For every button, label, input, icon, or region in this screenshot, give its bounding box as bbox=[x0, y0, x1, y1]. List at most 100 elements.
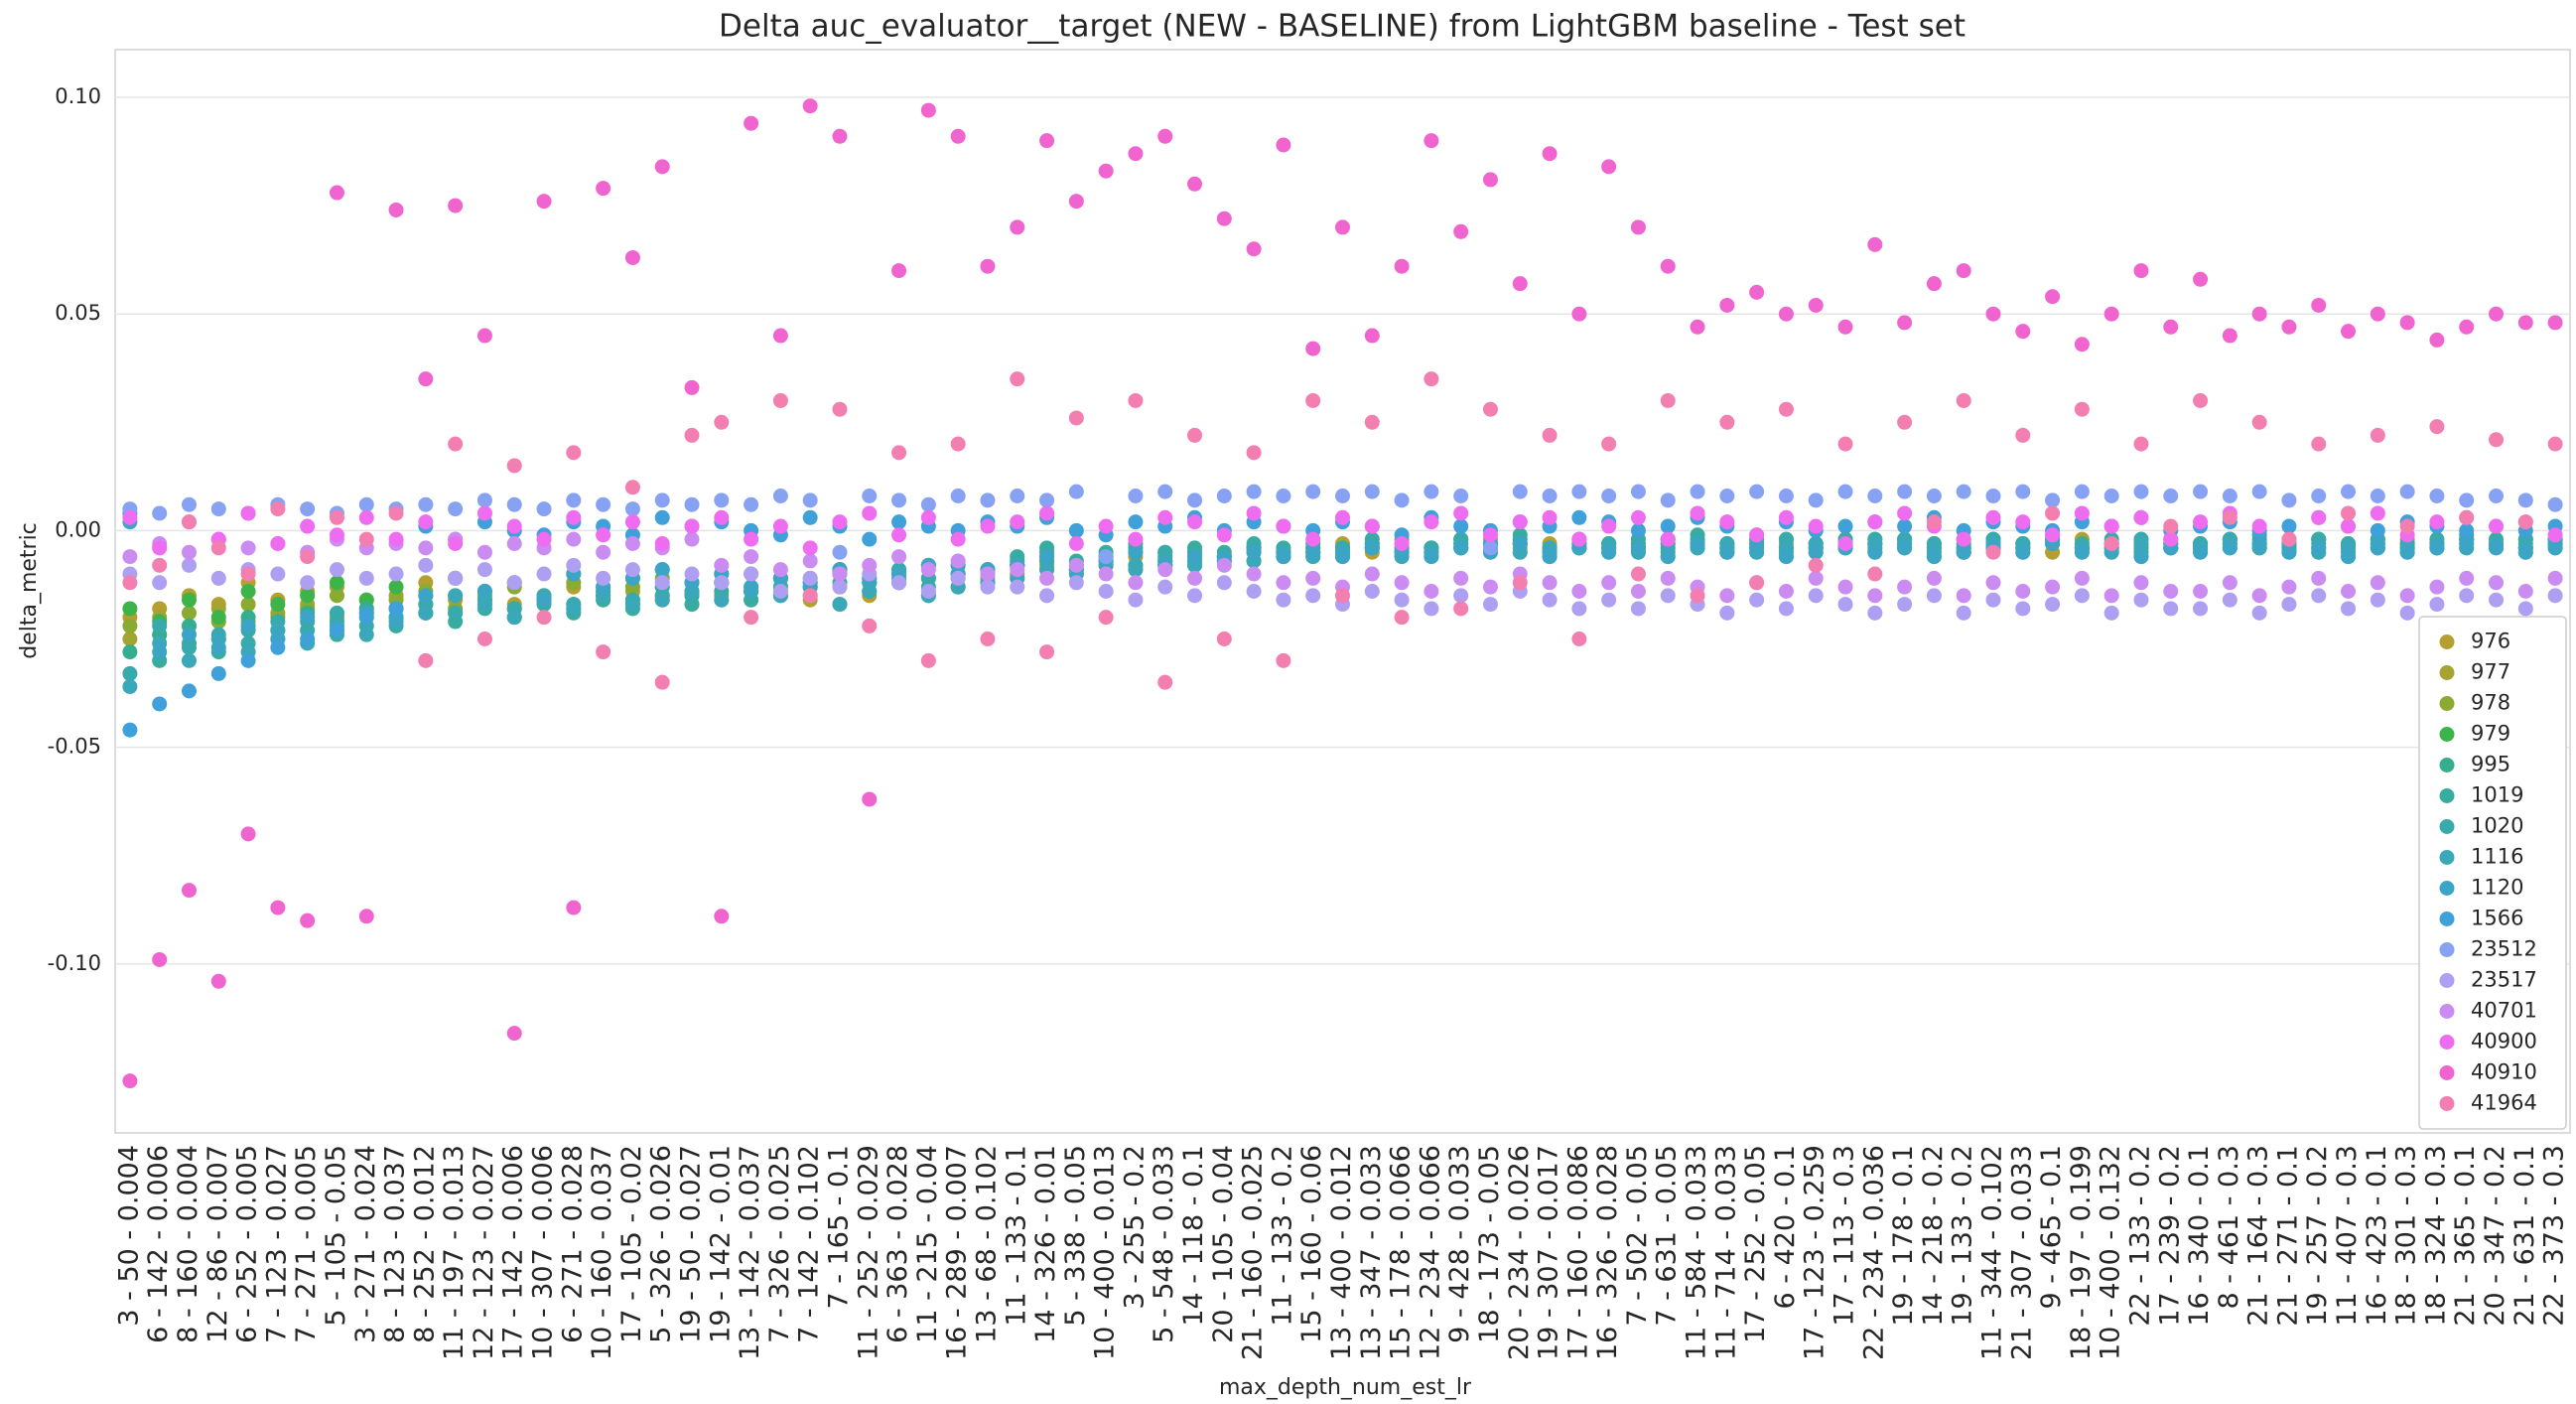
point bbox=[1364, 540, 1380, 556]
point bbox=[1660, 518, 1676, 534]
point bbox=[654, 592, 670, 608]
x-tick-label: 21 - 365 - 0.1 bbox=[2450, 1145, 2481, 1327]
point bbox=[300, 549, 316, 565]
x-tick-label: 11 - 584 - 0.033 bbox=[1682, 1145, 1712, 1360]
point bbox=[1276, 488, 1291, 503]
point bbox=[1542, 575, 1558, 591]
point bbox=[2399, 605, 2415, 621]
x-tick-label: 3 - 50 - 0.004 bbox=[113, 1145, 144, 1327]
point bbox=[1424, 514, 1439, 530]
point bbox=[2074, 588, 2090, 604]
point bbox=[1453, 540, 1469, 556]
point bbox=[1453, 601, 1469, 617]
point bbox=[862, 557, 878, 573]
point bbox=[2163, 518, 2179, 534]
point bbox=[1956, 588, 1971, 604]
point bbox=[300, 632, 316, 647]
point bbox=[566, 557, 582, 573]
point bbox=[566, 531, 582, 547]
point bbox=[1601, 159, 1617, 175]
point bbox=[1956, 392, 1971, 408]
x-tick-label: 17 - 239 - 0.2 bbox=[2154, 1145, 2185, 1327]
point bbox=[2074, 570, 2090, 586]
point bbox=[1246, 445, 1262, 461]
point bbox=[152, 557, 168, 573]
point bbox=[2015, 514, 2031, 530]
point bbox=[2341, 324, 2357, 340]
point bbox=[2429, 488, 2445, 503]
point bbox=[1157, 674, 1173, 690]
point bbox=[1482, 172, 1498, 188]
point bbox=[1837, 597, 1853, 613]
point bbox=[832, 514, 848, 530]
point bbox=[1926, 588, 1942, 604]
point bbox=[596, 544, 611, 560]
point bbox=[624, 501, 640, 517]
point bbox=[1157, 509, 1173, 525]
point bbox=[2281, 597, 2297, 613]
point bbox=[2459, 319, 2475, 335]
point bbox=[1246, 505, 1262, 521]
point bbox=[476, 492, 492, 508]
point bbox=[2222, 592, 2237, 608]
point bbox=[1837, 535, 1853, 551]
point bbox=[1956, 605, 1971, 621]
point bbox=[714, 909, 730, 924]
point bbox=[2429, 540, 2445, 556]
x-tick-label: 19 - 257 - 0.2 bbox=[2302, 1145, 2333, 1327]
point bbox=[418, 557, 434, 573]
point bbox=[950, 553, 966, 569]
legend-label: 41964 bbox=[2471, 1091, 2537, 1115]
point bbox=[2251, 605, 2267, 621]
point bbox=[891, 575, 907, 591]
legend: 976 977 978 979 995 1019 1020 1116 1120 1566 23512… bbox=[2418, 616, 2567, 1130]
x-tick-label: 16 - 289 - 0.007 bbox=[942, 1145, 973, 1360]
point bbox=[2015, 544, 2031, 560]
point bbox=[2015, 584, 2031, 599]
point bbox=[1187, 176, 1203, 192]
point bbox=[654, 159, 670, 175]
point bbox=[832, 579, 848, 595]
point bbox=[862, 488, 878, 503]
point bbox=[476, 584, 492, 599]
point bbox=[654, 575, 670, 591]
point bbox=[448, 570, 464, 586]
x-tick-label: 15 - 178 - 0.066 bbox=[1386, 1145, 1417, 1360]
point bbox=[1778, 401, 1794, 417]
y-tick-label: -0.05 bbox=[48, 735, 101, 759]
point bbox=[388, 505, 404, 521]
point bbox=[2311, 588, 2327, 604]
point bbox=[2517, 514, 2533, 530]
point bbox=[624, 480, 640, 495]
point bbox=[684, 531, 700, 547]
point bbox=[862, 618, 878, 633]
point bbox=[506, 458, 522, 474]
point bbox=[1246, 584, 1262, 599]
x-tick-label: 18 - 173 - 0.05 bbox=[1474, 1145, 1505, 1343]
point bbox=[2489, 306, 2505, 322]
point bbox=[2547, 570, 2563, 586]
point bbox=[152, 575, 168, 591]
point bbox=[2459, 492, 2475, 508]
point bbox=[2074, 544, 2090, 560]
point bbox=[1364, 484, 1380, 499]
point bbox=[714, 592, 730, 608]
x-tick-label: 8 - 461 - 0.3 bbox=[2214, 1145, 2244, 1309]
point bbox=[448, 501, 464, 517]
point bbox=[1926, 570, 1942, 586]
point bbox=[2103, 535, 2119, 551]
point bbox=[1216, 557, 1232, 573]
point bbox=[744, 566, 759, 582]
point bbox=[1956, 263, 1971, 279]
point bbox=[1394, 610, 1410, 626]
point bbox=[1187, 492, 1203, 508]
point bbox=[1216, 488, 1232, 503]
x-tick-label: 13 - 142 - 0.037 bbox=[735, 1145, 765, 1360]
point bbox=[418, 652, 434, 668]
point bbox=[2133, 592, 2149, 608]
point bbox=[506, 1026, 522, 1042]
point bbox=[2193, 601, 2209, 617]
point bbox=[122, 549, 138, 565]
point bbox=[1335, 219, 1350, 235]
